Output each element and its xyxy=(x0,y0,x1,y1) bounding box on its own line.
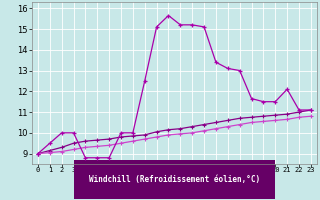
X-axis label: Windchill (Refroidissement éolien,°C): Windchill (Refroidissement éolien,°C) xyxy=(89,175,260,184)
